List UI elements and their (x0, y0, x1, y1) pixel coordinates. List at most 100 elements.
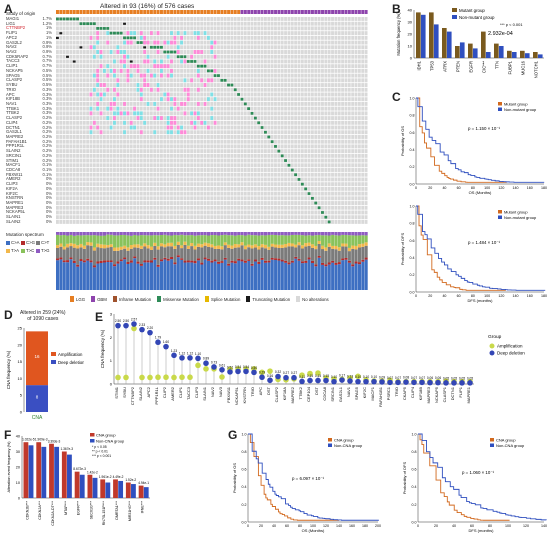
oncoprint-cell (206, 158, 210, 163)
oncoprint-cell (149, 83, 153, 87)
panel-a-letter: A (4, 2, 13, 16)
oncoprint-cell (133, 186, 137, 191)
oncoprint-cell (56, 205, 59, 210)
oncoprint-cell (337, 182, 341, 187)
oncoprint-cell (287, 158, 291, 163)
oncoprint-cell (163, 172, 167, 177)
oncoprint-cell (96, 17, 100, 21)
oncoprint-cell (270, 59, 274, 64)
oncoprint-cell (89, 205, 93, 210)
spectrum-segment (129, 260, 133, 263)
origin-cell (304, 10, 308, 14)
spectrum-segment (59, 259, 63, 290)
oncoprint-cell (146, 111, 150, 116)
oncoprint-cell (66, 35, 69, 40)
oncoprint-cell (82, 17, 86, 21)
oncoprint-cell (243, 191, 247, 196)
expression-mark (180, 35, 183, 40)
oncoprint-cell (277, 153, 281, 158)
oncoprint-cell (133, 97, 137, 102)
oncoprint-cell (116, 191, 120, 196)
oncoprint-cell (186, 101, 190, 106)
spectrum-segment (166, 260, 170, 290)
oncoprint-cell (96, 59, 100, 64)
oncoprint-cell (56, 50, 59, 54)
oncoprint-cell (92, 50, 96, 54)
oncoprint-cell (260, 153, 264, 158)
spectrum-segment (183, 241, 187, 245)
oncoprint-cell (109, 144, 113, 149)
spectrum-segment (146, 245, 150, 249)
oncoprint-cell (230, 186, 234, 191)
oncoprint-cell (327, 149, 331, 154)
oncoprint-cell (136, 35, 140, 40)
oncoprint-cell (317, 64, 321, 69)
oncoprint-cell (247, 31, 251, 36)
oncoprint-cell (89, 210, 93, 215)
spectrum-segment (102, 262, 107, 290)
oncoprint-cell (213, 64, 217, 69)
oncoprint-cell (102, 116, 106, 121)
oncoprint-cell (267, 205, 271, 210)
missense-mark (227, 83, 230, 87)
oncoprint-cell (317, 130, 321, 135)
oncoprint-cell (136, 172, 140, 177)
gene-name: AMER2 (6, 176, 21, 182)
oncoprint-cell (277, 78, 281, 83)
expression-mark (146, 54, 150, 59)
oncoprint-cell (160, 17, 163, 21)
spectrum-segment (123, 248, 127, 258)
oncoprint-cell (354, 120, 358, 125)
oncoprint-cell (327, 68, 331, 73)
gene-name: SLAIN2 (6, 148, 21, 154)
origin-cell (143, 10, 147, 14)
oncoprint-cell (203, 54, 207, 59)
oncoprint-cell (257, 210, 261, 215)
oncoprint-cell (310, 78, 314, 83)
gene-row: SPAG5 0.5% (6, 73, 52, 79)
spectrum-segment (170, 242, 174, 247)
oncoprint-cell (267, 196, 271, 201)
oncoprint-cell (217, 186, 220, 191)
oncoprint-cell (190, 186, 194, 191)
oncoprint-cell (357, 153, 361, 158)
oncoprint-cell (79, 182, 83, 187)
oncoprint-cell (109, 87, 113, 92)
oncoprint-cell (113, 158, 116, 163)
oncoprint-cell (280, 130, 284, 135)
oncoprint-cell (59, 125, 63, 130)
oncoprint-cell (247, 153, 251, 158)
oncoprint-cell (357, 31, 361, 36)
gene-name: CDK5RAP2 (6, 53, 29, 59)
oncoprint-cell (139, 26, 143, 31)
oncoprint-cell (240, 45, 244, 50)
oncoprint-cell (304, 139, 308, 144)
oncoprint-cell (146, 168, 150, 172)
oncoprint-cell (220, 215, 224, 220)
oncoprint-cell (277, 45, 281, 50)
oncoprint-cell (153, 191, 157, 196)
oncoprint-cell (304, 21, 308, 26)
spectrum-segment (247, 244, 251, 248)
oncoprint-cell (354, 172, 358, 177)
oncoprint-cell (96, 201, 100, 205)
spectrum-segment (123, 245, 127, 249)
oncoprint-cell (180, 172, 183, 177)
oncoprint-cell (200, 21, 204, 26)
oncoprint-cell (307, 92, 311, 97)
spectrum-segment (102, 248, 107, 261)
oncoprint-cell (284, 163, 287, 168)
origin-cell (354, 10, 358, 14)
oncoprint-cell (163, 45, 167, 50)
oncoprint-cell (260, 106, 264, 111)
oncoprint-cell (119, 125, 123, 130)
expression-mark (203, 101, 207, 106)
oncoprint-cell (213, 168, 217, 172)
oncoprint-cell (267, 177, 271, 182)
oncoprint-cell (317, 26, 321, 31)
oncoprint-cell (66, 92, 69, 97)
oncoprint-cell (163, 26, 167, 31)
oncoprint-cell (240, 106, 244, 111)
oncoprint-cell (297, 182, 301, 187)
expression-mark (109, 106, 113, 111)
